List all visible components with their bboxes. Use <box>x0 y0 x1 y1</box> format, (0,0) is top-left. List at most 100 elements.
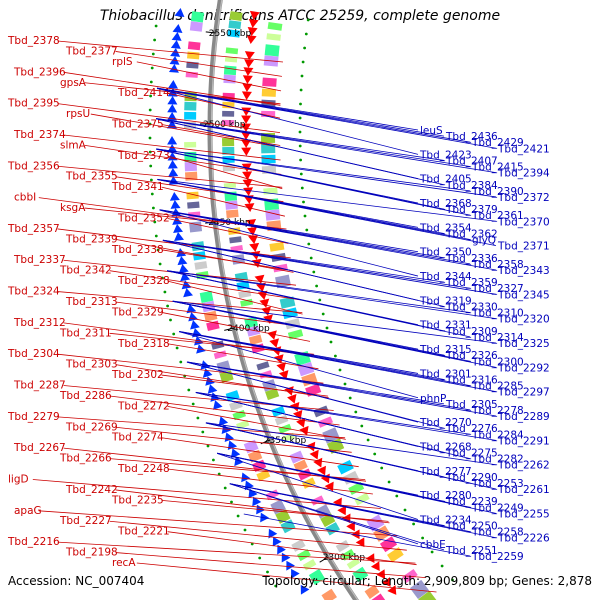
forward-gene-label: Tbd_2374 <box>13 129 66 141</box>
gc-marker <box>154 234 158 238</box>
cog-block-inner <box>320 513 336 528</box>
cog-block-rev <box>194 261 208 270</box>
cog-block-inner <box>223 74 236 84</box>
reverse-gene-arrow <box>168 64 179 73</box>
gc-marker <box>201 430 205 434</box>
cog-block-rev <box>206 320 220 332</box>
forward-gene-label: Tbd_2267 <box>13 442 66 454</box>
reverse-gene-label: Tbd_2255 <box>497 508 550 520</box>
cog-block-outer <box>297 361 315 377</box>
gc-marker <box>169 318 172 322</box>
reverse-gene-arrow <box>177 256 188 266</box>
reverse-gene-leader <box>159 209 497 271</box>
reverse-gene-leader <box>156 148 471 216</box>
reverse-gene-arrow <box>281 552 291 563</box>
forward-gene-arrow <box>249 242 260 252</box>
forward-gene-label: Tbd_2242 <box>65 484 118 496</box>
reverse-gene-arrow <box>244 480 254 491</box>
reverse-gene-arrow <box>168 168 179 177</box>
reverse-gene-label: Tbd_2268 <box>419 442 472 454</box>
forward-gene-arrow <box>381 577 391 587</box>
reverse-gene-label: Tbd_2261 <box>497 484 550 496</box>
cog-block-inner <box>228 20 242 30</box>
cog-block-rev <box>225 390 240 402</box>
gc-marker <box>152 206 155 210</box>
forward-gene-leader <box>90 113 281 148</box>
forward-gene-arrow <box>248 234 259 244</box>
cog-block-inner <box>371 593 386 600</box>
gc-marker <box>412 522 415 526</box>
cog-block-rev <box>247 449 263 463</box>
reverse-gene-label: Tbd_2226 <box>497 533 550 545</box>
gc-marker <box>451 578 454 582</box>
reverse-gene-leader <box>156 87 497 149</box>
forward-gene-arrow <box>267 330 277 340</box>
cog-block-inner <box>225 47 239 55</box>
forward-gene-label: Tbd_2356 <box>7 160 60 172</box>
cog-block-outer <box>366 514 385 532</box>
cog-block-inner <box>234 271 248 282</box>
reverse-gene-label: Tbd_2319 <box>419 295 472 307</box>
gc-marker <box>318 298 322 302</box>
gc-marker <box>430 550 434 554</box>
forward-gene-arrow <box>278 370 289 380</box>
reverse-gene-leader <box>167 270 471 338</box>
cog-block-rev <box>201 300 216 313</box>
gc-marker <box>154 24 158 28</box>
reverse-gene-label: Tbd_2384 <box>445 180 498 192</box>
forward-gene-label: Tbd_2352 <box>117 213 170 225</box>
forward-gene-label: Tbd_2378 <box>7 35 60 47</box>
cog-block-outer <box>322 427 340 444</box>
reverse-gene-arrow <box>172 24 183 33</box>
gc-marker <box>274 584 278 588</box>
gc-marker <box>149 164 153 168</box>
gc-marker <box>343 382 347 386</box>
cog-block-outer <box>326 438 345 454</box>
forward-gene-arrow <box>246 35 257 44</box>
forward-gene-label: Tbd_2279 <box>7 411 60 423</box>
reverse-gene-leader <box>167 270 497 320</box>
reverse-gene-arrow <box>190 320 200 330</box>
forward-gene-label: Tbd_2414 <box>117 87 170 99</box>
reverse-gene-leader <box>217 453 497 514</box>
gc-marker <box>421 536 424 540</box>
cog-block-rev <box>187 41 201 51</box>
gc-marker <box>304 32 308 36</box>
forward-gene-arrow <box>243 187 254 196</box>
reverse-gene-leader <box>159 209 419 277</box>
reverse-gene-arrow <box>167 104 178 113</box>
cog-block-inner <box>281 432 296 443</box>
forward-gene-leader <box>161 437 359 468</box>
reverse-gene-label: Tbd_2325 <box>497 338 550 350</box>
forward-gene-label: Tbd_2338 <box>111 244 164 256</box>
gc-marker <box>329 340 333 344</box>
gc-marker <box>156 248 160 252</box>
gc-marker <box>151 52 155 56</box>
forward-gene-leader <box>161 124 281 146</box>
gc-marker <box>348 396 352 400</box>
reverse-gene-leader <box>186 361 497 417</box>
cog-block-rev <box>291 539 306 552</box>
cog-block-rev <box>190 11 205 23</box>
gc-marker <box>230 500 233 504</box>
cog-block-rev <box>302 559 317 571</box>
forward-gene-leader <box>109 520 407 551</box>
forward-gene-arrow <box>261 306 271 316</box>
forward-gene-label: cbbI <box>14 192 36 204</box>
reverse-gene-label: Tbd_2275 <box>445 448 498 460</box>
cog-block-rev <box>186 61 199 69</box>
forward-gene-leader <box>161 374 329 397</box>
gc-marker <box>387 480 391 484</box>
cog-block-outer <box>387 547 404 563</box>
reverse-gene-leader <box>167 270 471 313</box>
cog-block-outer <box>373 525 391 542</box>
forward-gene-label: Tbd_2304 <box>7 348 60 360</box>
forward-gene-label: Tbd_2287 <box>13 380 66 392</box>
forward-gene-leader <box>161 312 311 342</box>
reverse-gene-arrow <box>170 200 181 209</box>
gc-marker <box>148 108 152 112</box>
cog-block-outer <box>418 590 437 600</box>
genome-backbone <box>207 0 360 600</box>
forward-gene-arrow <box>257 290 268 300</box>
forward-gene-label: ligD <box>8 474 29 486</box>
